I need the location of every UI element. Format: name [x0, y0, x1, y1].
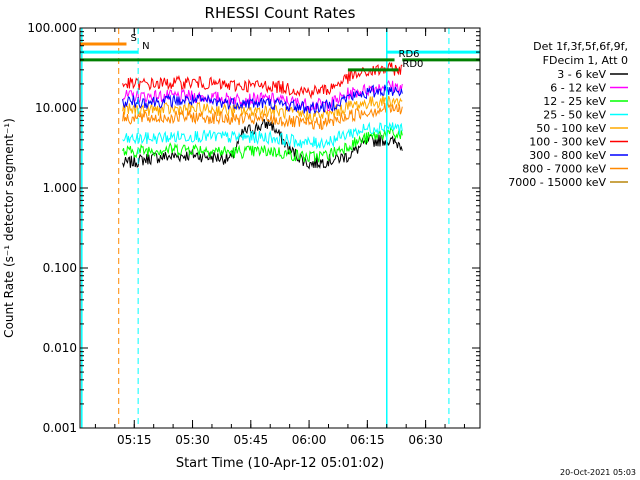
- legend-entry-label: 6 - 12 keV: [550, 82, 606, 95]
- series-line-12-25-kev: [122, 126, 403, 163]
- x-tick-label: 06:00: [292, 433, 327, 447]
- legend-entry-label: 25 - 50 keV: [543, 109, 606, 122]
- x-tick-label: 05:30: [175, 433, 210, 447]
- annotation-label-s: S: [130, 33, 136, 44]
- series-layer: [122, 61, 403, 170]
- x-tick-label: 05:45: [234, 433, 269, 447]
- x-tick-label: 05:15: [117, 433, 152, 447]
- series-line-50-100-kev: [122, 94, 403, 123]
- chart-title: RHESSI Count Rates: [205, 4, 356, 22]
- x-tick-label: 06:30: [408, 433, 443, 447]
- x-tick-label: 06:15: [350, 433, 385, 447]
- marker-layer: [81, 28, 450, 428]
- legend-entry-label: 100 - 300 keV: [529, 136, 606, 149]
- series-line-100-300-kev: [122, 61, 403, 100]
- text-layer: RHESSI Count Rates Start Time (10-Apr-12 …: [2, 4, 636, 477]
- series-line-300-800-kev: [122, 84, 403, 115]
- annotation-label-rd0: RD0: [402, 59, 423, 70]
- y-tick-label: 1.000: [43, 181, 77, 195]
- legend-entry-label: 50 - 100 keV: [536, 122, 606, 135]
- legend: Det 1f,3f,5f,6f,9f,FDecim 1, Att 03 - 6 …: [508, 40, 628, 189]
- y-tick-label: 100.000: [27, 21, 77, 35]
- series-line-800-7000-kev: [122, 102, 403, 131]
- y-tick-label: 10.000: [35, 101, 77, 115]
- legend-entry-label: 800 - 7000 keV: [522, 163, 606, 176]
- axes-layer: 0.001 0.010 0.100 1.000 10.000 100.000 05:15 05…: [27, 21, 481, 447]
- series-line-3-6-kev: [122, 118, 403, 170]
- y-tick-label: 0.001: [43, 421, 77, 435]
- legend-header: FDecim 1, Att 0: [543, 54, 628, 67]
- legend-entry-label: 300 - 800 keV: [529, 149, 606, 162]
- x-axis-label: Start Time (10-Apr-12 05:01:02): [176, 456, 384, 471]
- series-line-25-50-kev: [122, 121, 403, 150]
- annotation-label-rd6: RD6: [399, 49, 420, 60]
- legend-entry-label: 12 - 25 keV: [543, 95, 606, 108]
- plot-frame: [79, 27, 481, 429]
- legend-header: Det 1f,3f,5f,6f,9f,: [533, 40, 628, 53]
- legend-entry-label: 7000 - 15000 keV: [508, 176, 606, 189]
- legend-entry-label: 3 - 6 keV: [557, 68, 606, 81]
- annotation-label-n: N: [142, 41, 149, 52]
- y-axis-label: Count Rate (s⁻¹ detector segment⁻¹): [2, 118, 16, 338]
- y-tick-label: 0.100: [43, 261, 77, 275]
- y-tick-label: 0.010: [43, 341, 77, 355]
- footer-timestamp: 20-Oct-2021 05:03: [560, 468, 636, 477]
